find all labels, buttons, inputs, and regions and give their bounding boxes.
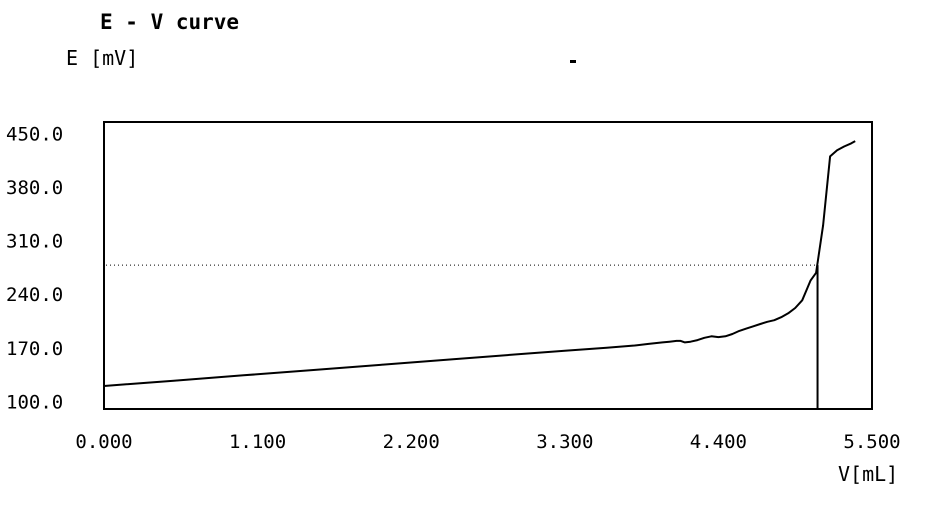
- x-tick-label: 0.000: [75, 431, 132, 453]
- series-line: [103, 140, 856, 387]
- chart-marks: [103, 140, 856, 409]
- y-axis-label: E [mV]: [66, 46, 139, 70]
- y-tick-label: 170.0: [6, 338, 63, 360]
- chart-title: E - V curve: [100, 10, 240, 34]
- scan-speck: [570, 60, 576, 63]
- x-tick-label: 3.300: [536, 431, 593, 453]
- x-tick-label: 4.400: [690, 431, 747, 453]
- x-tick-labels: 0.000 1.100 2.200 3.300 4.400 5.500: [75, 431, 900, 453]
- x-tick-label: 5.500: [843, 431, 900, 453]
- plot-frame: [103, 121, 873, 410]
- y-tick-labels: 450.0 380.0 310.0 240.0 170.0 100.0: [6, 123, 63, 413]
- y-tick-label: 310.0: [6, 231, 63, 253]
- y-tick-label: 380.0: [6, 177, 63, 199]
- y-tick-label: 100.0: [6, 391, 63, 413]
- x-tick-label: 1.100: [229, 431, 286, 453]
- y-tick-label: 240.0: [6, 284, 63, 306]
- x-axis-label: V[mL]: [838, 462, 899, 486]
- x-tick-label: 2.200: [383, 431, 440, 453]
- y-tick-label: 450.0: [6, 123, 63, 145]
